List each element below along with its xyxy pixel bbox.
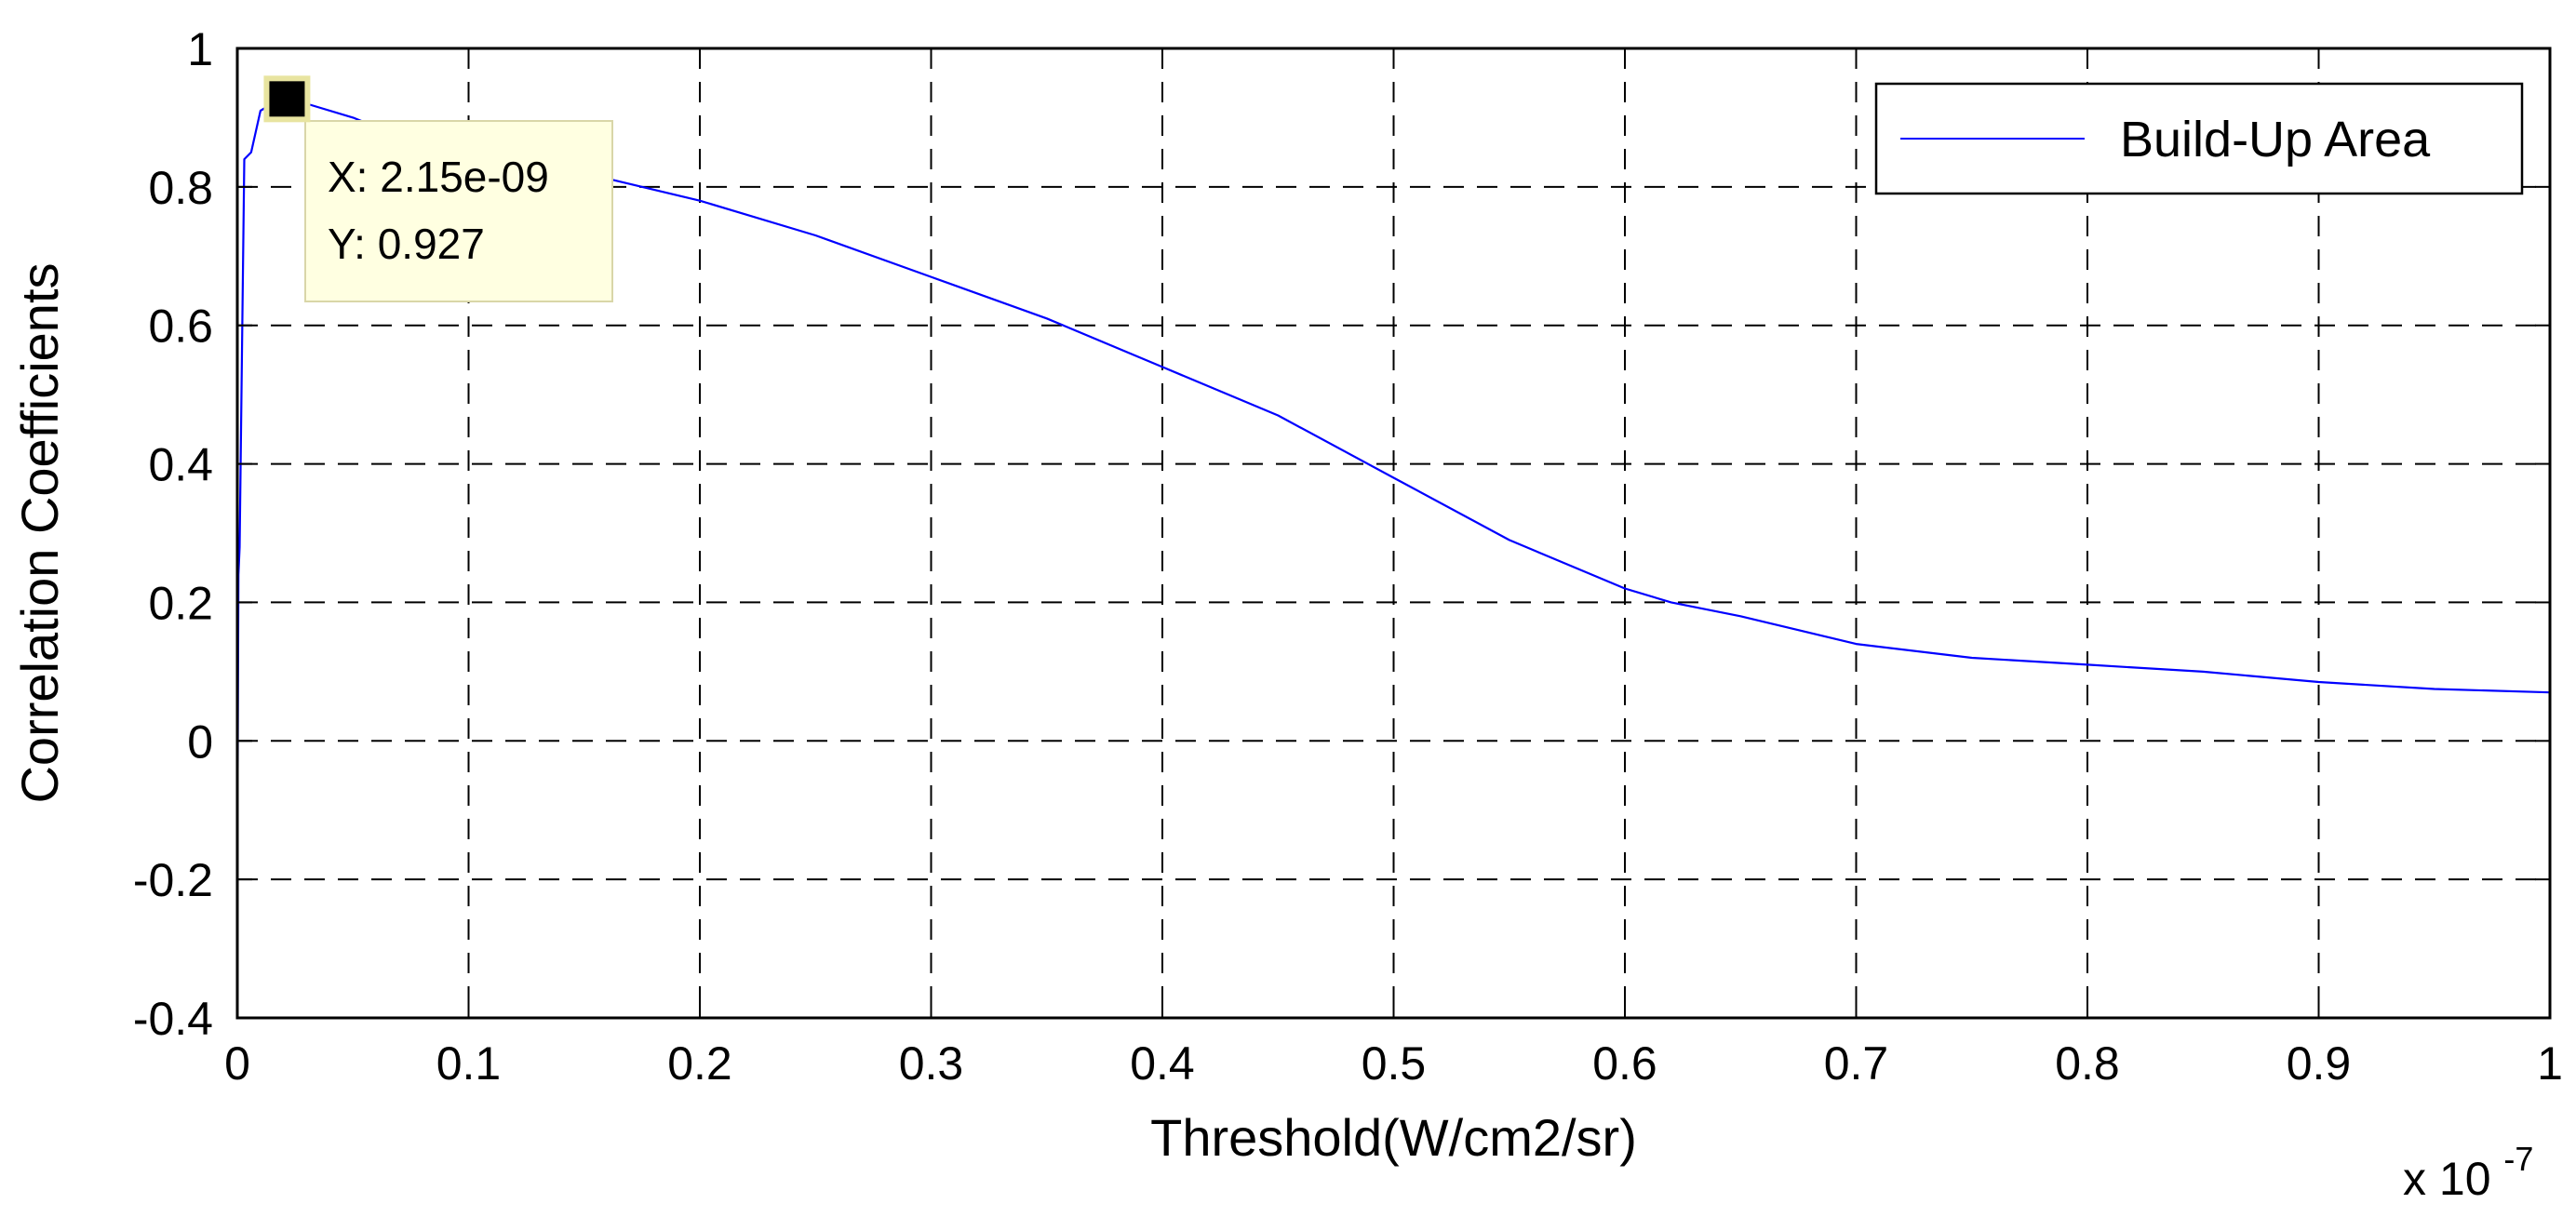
datatip-box bbox=[304, 120, 613, 302]
x-tick-label: 0.2 bbox=[667, 1037, 732, 1090]
x-axis-label: Threshold(W/cm2/sr) bbox=[1150, 1108, 1637, 1167]
y-axis-label: Correlation Coefficients bbox=[10, 262, 69, 803]
x-tick-label: 0.3 bbox=[899, 1037, 964, 1090]
datatip-x-value: X: 2.15e-09 bbox=[328, 153, 549, 201]
x-tick-label: 0.5 bbox=[1362, 1037, 1427, 1090]
x-axis-multiplier: x 10 -7 bbox=[2403, 1140, 2533, 1205]
y-tick-label: 0.2 bbox=[148, 577, 213, 629]
y-tick-label: -0.2 bbox=[133, 854, 213, 906]
y-tick-label: 1 bbox=[187, 23, 213, 75]
legend: Build-Up Area bbox=[1874, 82, 2524, 195]
x-axis-multiplier-exponent: -7 bbox=[2503, 1140, 2533, 1178]
x-tick-label: 0.4 bbox=[1130, 1037, 1195, 1090]
legend-entry-build-up-area: Build-Up Area bbox=[2120, 112, 2431, 167]
datatip-y-value: Y: 0.927 bbox=[328, 220, 485, 268]
x-tick-label: 0.7 bbox=[1824, 1037, 1889, 1090]
y-tick-label: 0 bbox=[187, 715, 213, 768]
grid-lines bbox=[237, 48, 2550, 1018]
y-tick-label: -0.4 bbox=[133, 993, 213, 1045]
x-tick-labels: 0 0.1 0.2 0.3 0.4 0.5 0.6 0.7 0.8 0.9 1 bbox=[224, 1037, 2563, 1090]
datatip[interactable]: X: 2.15e-09 Y: 0.927 bbox=[263, 75, 613, 302]
y-tick-label: 0.8 bbox=[148, 162, 213, 214]
x-tick-label: 0.8 bbox=[2055, 1037, 2120, 1090]
x-tick-label: 0 bbox=[224, 1037, 250, 1090]
tick-marks bbox=[236, 47, 2551, 1019]
y-tick-label: 0.6 bbox=[148, 301, 213, 353]
x-tick-label: 1 bbox=[2537, 1037, 2563, 1090]
x-axis-multiplier-base: x 10 bbox=[2403, 1153, 2491, 1205]
x-tick-label: 0.1 bbox=[436, 1037, 502, 1090]
datatip-marker[interactable] bbox=[263, 75, 311, 123]
y-tick-label: 0.4 bbox=[148, 439, 213, 491]
series-group bbox=[235, 98, 2551, 866]
series-line-build-up-area bbox=[235, 98, 2551, 866]
y-tick-labels: -0.4 -0.2 0 0.2 0.4 0.6 0.8 1 bbox=[133, 23, 213, 1045]
x-tick-label: 0.6 bbox=[1592, 1037, 1657, 1090]
x-tick-label: 0.9 bbox=[2287, 1037, 2352, 1090]
